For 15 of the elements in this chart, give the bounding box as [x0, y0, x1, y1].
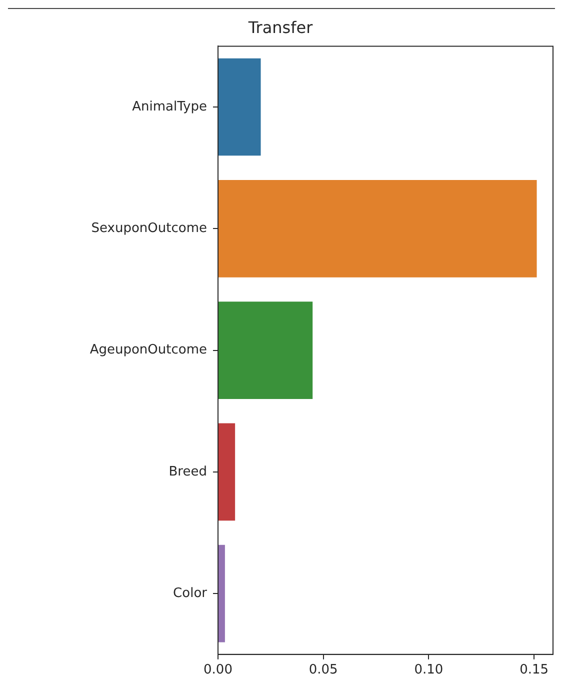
y-tick-label: Breed — [168, 464, 207, 480]
x-tick-label: 0.10 — [414, 662, 444, 678]
x-tick-label: 0.15 — [520, 662, 549, 678]
bar — [218, 544, 225, 642]
x-tick-label: 0.05 — [308, 662, 338, 678]
bar — [218, 302, 313, 399]
y-tick-label: AgeuponOutcome — [90, 342, 207, 358]
chart-title: Transfer — [247, 18, 314, 37]
y-tick-label: SexuponOutcome — [91, 221, 207, 236]
bar — [218, 58, 261, 156]
x-tick-label: 0.00 — [204, 662, 232, 678]
bar — [218, 180, 537, 278]
y-tick-label: Color — [173, 586, 208, 601]
bar — [218, 423, 236, 521]
y-tick-label: AnimalType — [132, 99, 207, 114]
